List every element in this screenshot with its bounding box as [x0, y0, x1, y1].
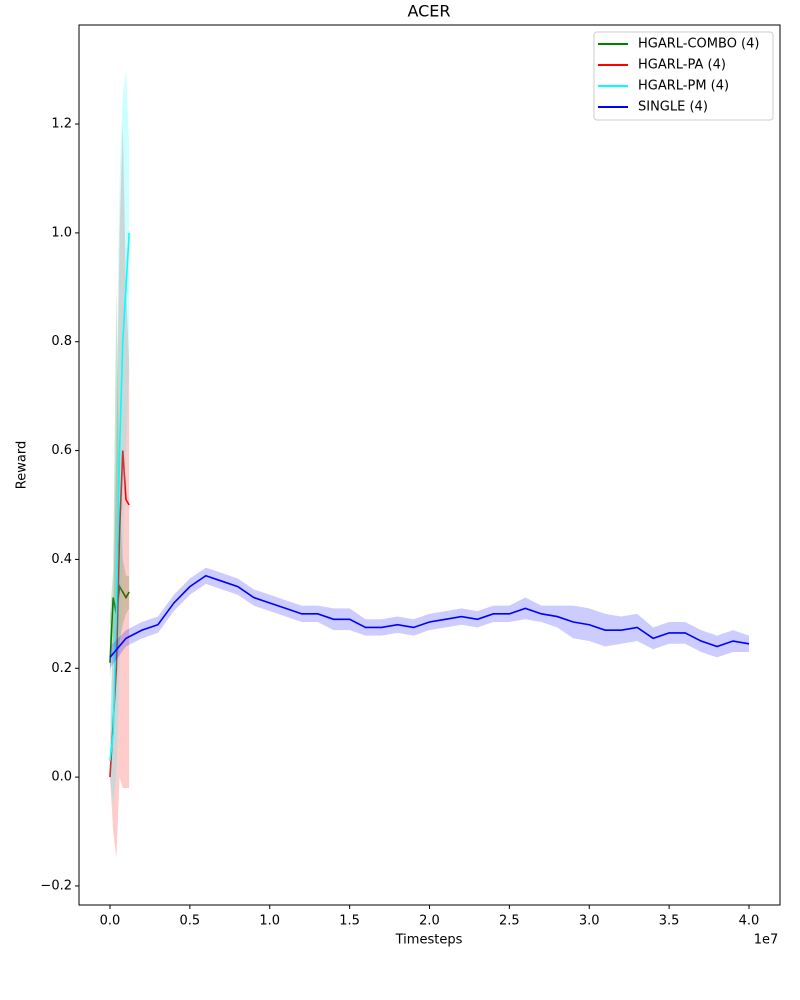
legend-label: HGARL-COMBO (4): [638, 37, 759, 52]
x-tick-label: 4.0: [739, 914, 760, 929]
y-tick-label: 0.8: [51, 334, 72, 349]
y-tick-label: 1.2: [51, 117, 72, 132]
x-tick-label: 2.5: [499, 914, 520, 929]
x-tick-label: 2.0: [419, 914, 440, 929]
line: [109, 232, 130, 761]
y-axis-label: Reward: [15, 441, 30, 489]
legend-box: [593, 31, 774, 121]
legend-label: HGARL-PM (4): [638, 79, 729, 94]
x-tick-label: 1.0: [259, 914, 280, 929]
y-tick-label: 0.2: [51, 661, 72, 676]
chart-title: ACER: [407, 2, 450, 21]
line: [109, 574, 750, 658]
x-offset-label: 1e7: [754, 933, 779, 948]
x-tick-label: 3.0: [579, 914, 600, 929]
x-tick-label: 1.5: [339, 914, 360, 929]
legend-label: SINGLE (4): [638, 100, 708, 115]
band: [109, 567, 750, 669]
x-tick-label: 0.0: [100, 914, 121, 929]
x-axis-label: Timesteps: [395, 933, 463, 948]
x-tick-label: 3.5: [659, 914, 680, 929]
legend-label: HGARL-PA (4): [638, 58, 726, 73]
plot-frame: [78, 24, 781, 906]
y-tick-label: −0.2: [40, 878, 72, 893]
y-tick-label: 0.0: [51, 770, 72, 785]
line: [109, 584, 130, 663]
x-tick-label: 0.5: [180, 914, 201, 929]
y-tick-label: 1.0: [51, 225, 72, 240]
y-tick-label: 0.4: [51, 552, 72, 567]
band: [109, 287, 130, 680]
y-tick-label: 0.6: [51, 443, 72, 458]
